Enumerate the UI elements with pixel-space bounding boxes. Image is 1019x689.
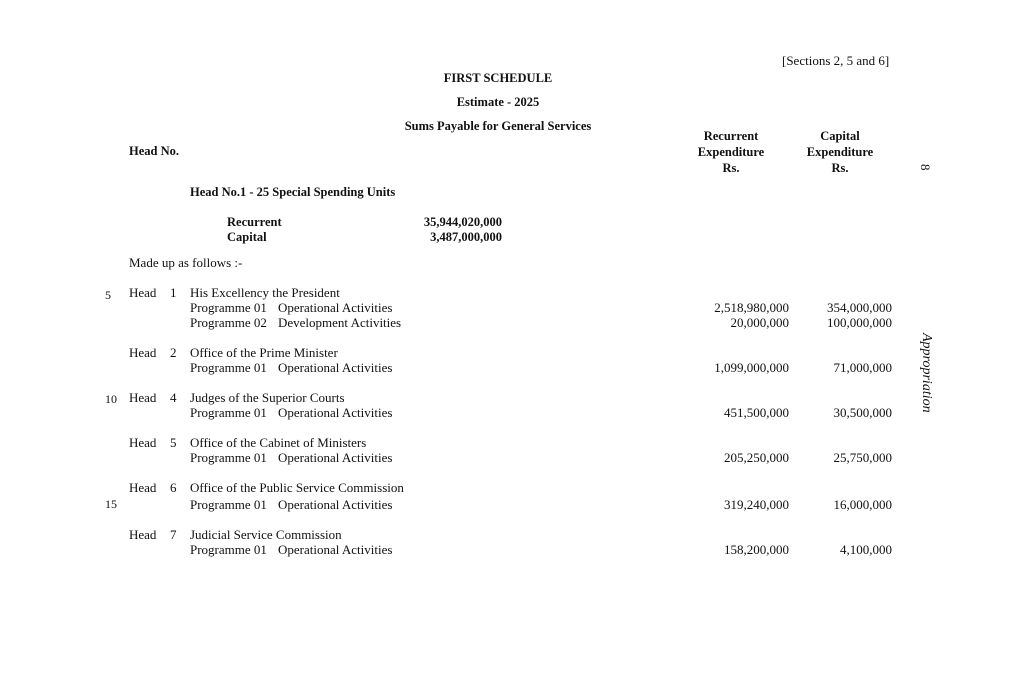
head-name: Office of the Public Service Commission: [190, 480, 404, 495]
head-label: Head: [129, 527, 157, 542]
head-name: Judicial Service Commission: [190, 527, 342, 542]
head-label: Head: [129, 480, 157, 495]
schedule-title: FIRST SCHEDULE: [443, 71, 553, 85]
programme-description: Operational Activities: [278, 405, 393, 420]
recurrent-amount: 319,240,000: [724, 497, 789, 512]
programme-code: Programme 01: [190, 300, 267, 315]
head-number: 6: [170, 480, 177, 495]
recurrent-amount: 1,099,000,000: [714, 360, 789, 375]
total-capital-label: Capital: [227, 230, 267, 244]
header-line: Capital: [820, 129, 860, 143]
head-number: 4: [170, 390, 177, 405]
head-number: 2: [170, 345, 177, 360]
header-line: Expenditure: [697, 145, 765, 159]
programme-code: Programme 01: [190, 360, 267, 375]
header-line: Recurrent: [703, 129, 759, 143]
head-number: 1: [170, 285, 177, 300]
programme-description: Operational Activities: [278, 450, 393, 465]
capital-amount: 30,500,000: [833, 405, 893, 420]
programme-description: Operational Activities: [278, 300, 393, 315]
head-number: 7: [170, 527, 177, 542]
programme-description: Development Activities: [278, 315, 402, 330]
recurrent-amount: 20,000,000: [730, 315, 790, 330]
capital-amount: 4,100,000: [840, 542, 892, 557]
sections-reference: [Sections 2, 5 and 6]: [782, 53, 890, 68]
programme-code: Programme 01: [190, 497, 267, 512]
header-line: Rs.: [722, 161, 740, 175]
line-number: 15: [105, 497, 117, 511]
total-capital-value: 3,487,000,000: [430, 230, 502, 244]
total-recurrent-label: Recurrent: [227, 215, 282, 229]
head-name: His Excellency the President: [190, 285, 340, 300]
head-label: Head: [129, 435, 157, 450]
header-line: Rs.: [831, 161, 849, 175]
capital-amount: 354,000,000: [827, 300, 892, 315]
programme-code: Programme 01: [190, 450, 267, 465]
recurrent-amount: 158,200,000: [724, 542, 789, 557]
head-name: Office of the Prime Minister: [190, 345, 338, 360]
capital-amount: 100,000,000: [827, 315, 892, 330]
recurrent-amount: 205,250,000: [724, 450, 789, 465]
programme-description: Operational Activities: [278, 542, 393, 557]
side-title: Appropriation: [919, 333, 934, 413]
head-name: Judges of the Superior Courts: [190, 390, 345, 405]
made-up-note: Made up as follows :-: [129, 255, 243, 270]
programme-code: Programme 02: [190, 315, 267, 330]
total-recurrent-value: 35,944,020,000: [423, 215, 502, 229]
recurrent-header: Recurrent Expenditure Rs.: [698, 128, 764, 176]
schedule-subtitle: Sums Payable for General Services: [404, 119, 592, 133]
page-number: 8: [918, 164, 933, 171]
head-name: Office of the Cabinet of Ministers: [190, 435, 367, 450]
recurrent-amount: 2,518,980,000: [714, 300, 789, 315]
head-label: Head: [129, 390, 157, 405]
programme-description: Operational Activities: [278, 360, 393, 375]
line-number: 10: [105, 392, 117, 406]
head-no-header: Head No.: [129, 144, 179, 158]
capital-amount: 25,750,000: [833, 450, 893, 465]
programme-code: Programme 01: [190, 542, 267, 557]
line-number: 5: [105, 288, 111, 302]
estimate-year: Estimate - 2025: [456, 95, 540, 109]
programme-description: Operational Activities: [278, 497, 393, 512]
head-label: Head: [129, 345, 157, 360]
programme-code: Programme 01: [190, 405, 267, 420]
capital-amount: 16,000,000: [833, 497, 893, 512]
capital-amount: 71,000,000: [833, 360, 893, 375]
group-title: Head No.1 - 25 Special Spending Units: [190, 185, 396, 199]
header-line: Expenditure: [806, 145, 874, 159]
recurrent-amount: 451,500,000: [724, 405, 789, 420]
capital-header: Capital Expenditure Rs.: [807, 128, 873, 176]
head-number: 5: [170, 435, 177, 450]
head-label: Head: [129, 285, 157, 300]
